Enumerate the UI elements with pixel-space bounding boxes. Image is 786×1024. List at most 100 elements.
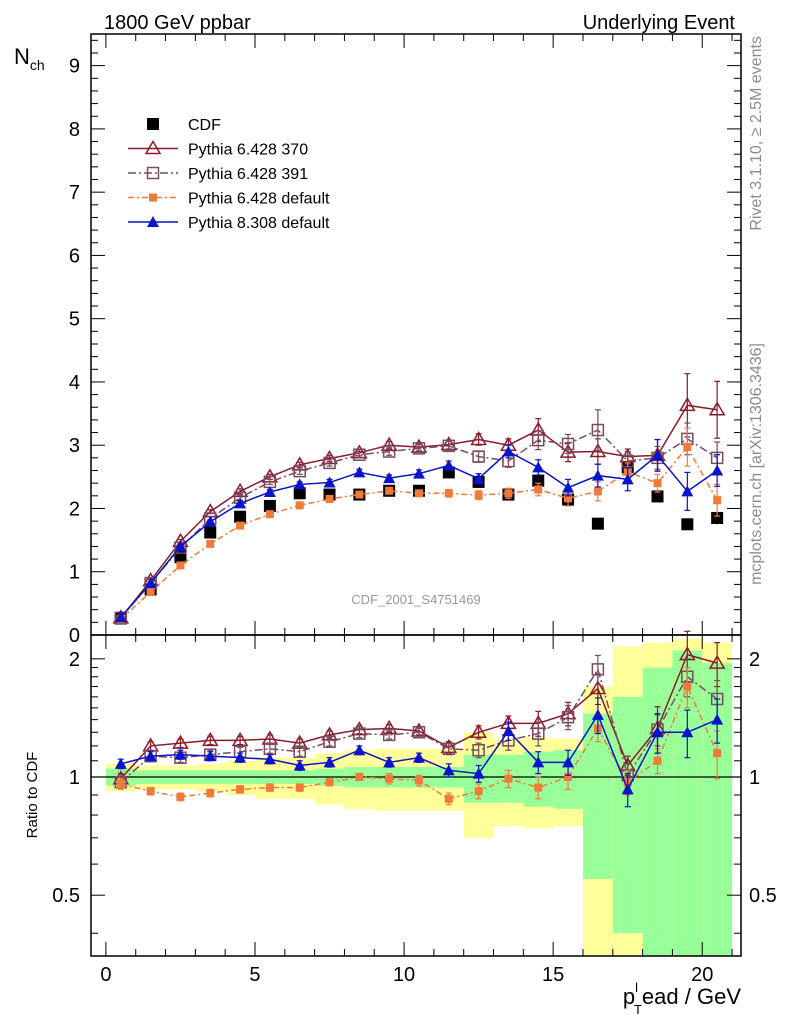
xtick-label: 10 — [393, 964, 415, 986]
main-data-point — [385, 486, 394, 495]
ratio-plot-frame — [90, 634, 742, 957]
main-data-point — [412, 442, 426, 455]
main-data-point — [564, 494, 573, 503]
main-ytick-label: 8 — [69, 119, 80, 141]
legend-entry: Pythia 6.428 default — [128, 191, 330, 208]
main-data-point — [234, 510, 247, 523]
main-data-point — [204, 526, 217, 539]
legend-entry: CDF — [147, 117, 221, 134]
ratio-data-point — [474, 787, 483, 796]
ratio-data-point — [708, 654, 726, 669]
main-data-point — [293, 487, 306, 500]
ratio-data-point — [713, 749, 722, 758]
main-data-point — [412, 467, 425, 479]
ratio-ytick-label: 2 — [69, 649, 80, 671]
main-data-point — [325, 494, 334, 503]
main-ytick-label: 1 — [69, 562, 80, 584]
main-data-point — [263, 499, 276, 512]
ratio-data-point — [651, 726, 664, 738]
legend-entry: Pythia 6.428 391 — [128, 166, 308, 183]
ratio-data-point — [534, 783, 543, 792]
main-data-point — [263, 475, 277, 489]
main-data-point — [534, 485, 543, 494]
main-data-point — [174, 540, 187, 552]
main-ytick-label: 3 — [69, 435, 80, 457]
ratio-data-point — [295, 783, 304, 792]
legend-marker — [149, 193, 157, 202]
legend-label: Pythia 6.428 default — [188, 191, 330, 208]
main-data-point — [681, 518, 694, 531]
legend-marker — [147, 216, 159, 227]
ratio-data-point — [116, 779, 125, 788]
ratio-ytick-label: 1 — [69, 767, 80, 789]
main-watermark: CDF_2001_S4751469 — [351, 592, 480, 607]
main-data-point — [681, 485, 694, 497]
ratio-data-point — [531, 727, 545, 740]
ratio-data-point — [653, 756, 662, 765]
xlabel-p: p — [623, 984, 635, 1009]
xtick-label: 5 — [249, 964, 260, 986]
ratio-data-point — [532, 756, 545, 768]
ratio-data-point — [412, 726, 426, 739]
ratio-data-point — [293, 745, 306, 758]
main-data-point — [234, 497, 247, 509]
ratio-uncertainty-bands — [105, 638, 733, 956]
ratio-data-point — [589, 680, 607, 695]
ratio-data-point — [412, 751, 425, 763]
legend-marker — [147, 118, 159, 130]
main-data-point — [532, 461, 545, 473]
main-series-5 — [114, 438, 724, 623]
ratio-data-point — [564, 773, 573, 782]
side-text-rivet: Rivet 3.1.10, ≥ 2.5M events — [748, 36, 765, 231]
ratio-data-point — [562, 756, 575, 768]
main-data-point — [711, 511, 724, 524]
ratio-data-point — [470, 723, 487, 739]
main-data-point — [114, 611, 127, 623]
ratio-ytick-label-right: 1 — [749, 767, 760, 789]
main-y-ticks: 0 1 2 3 4 5 6 7 8 9 — [69, 39, 741, 647]
ratio-plot: 0.5 0.5 1 1 2 2 0 5 10 15 20 Ratio to CDF pl Tead … — [24, 630, 777, 1017]
main-ytick-label: 5 — [69, 309, 80, 331]
ratio-data-point — [206, 789, 215, 798]
main-data-point — [444, 489, 453, 498]
main-data-point — [531, 433, 545, 447]
main-series-4 — [116, 427, 722, 624]
ratio-ytick-label-right: 0.5 — [749, 885, 777, 907]
ratio-data-point — [176, 792, 185, 801]
main-ytick-label: 6 — [69, 245, 80, 267]
ratio-data-point — [442, 764, 455, 776]
ratio-data-point — [504, 774, 513, 783]
xlabel-sub: T — [634, 1002, 642, 1017]
ratio-data-point — [621, 783, 634, 795]
legend-label: Pythia 6.428 391 — [188, 166, 308, 183]
main-data-point — [263, 486, 276, 498]
ratio-ylabel: Ratio to CDF — [24, 752, 41, 839]
ratio-data-point — [444, 794, 453, 803]
ratio-data-point — [442, 742, 456, 756]
ratio-data-point — [174, 748, 187, 760]
main-data-point — [593, 487, 602, 496]
main-data-point — [474, 491, 483, 500]
main-plot: 0 1 2 3 4 5 6 7 8 9 CDF_2001_S4751469 CDF Pythia 6… — [14, 33, 742, 647]
main-data-point — [355, 490, 364, 499]
ratio-data-point — [353, 744, 366, 756]
ratio-data-point — [263, 753, 276, 765]
ratio-data-point — [144, 750, 157, 762]
ratio-data-point — [382, 728, 396, 742]
xlabel-rest: ead / GeV — [642, 984, 741, 1009]
main-series-layer — [112, 373, 726, 625]
main-data-point — [708, 401, 726, 416]
main-data-point — [293, 464, 306, 478]
main-data-point — [323, 456, 336, 470]
main-x-ticks — [105, 34, 733, 635]
ratio-series-layer — [112, 630, 726, 808]
main-ylabel-sub: ch — [30, 57, 45, 73]
side-text-mcplots: mcplots.cern.ch [arXiv:1306.3436] — [748, 343, 765, 585]
main-ylabel-main: N — [14, 44, 30, 69]
main-data-point — [236, 521, 245, 530]
xtick-label: 0 — [100, 964, 111, 986]
main-ytick-label: 0 — [69, 625, 80, 647]
main-data-point — [293, 478, 306, 490]
main-data-point — [559, 443, 577, 458]
